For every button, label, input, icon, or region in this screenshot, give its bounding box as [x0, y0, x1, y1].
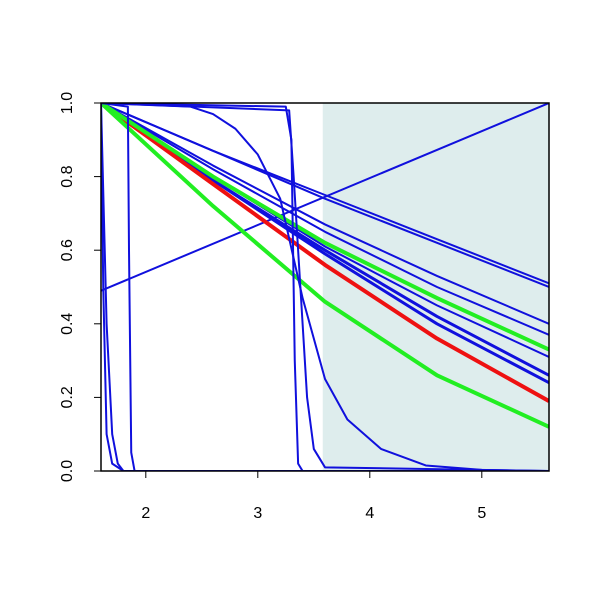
y-tick-label: 0.8	[59, 165, 76, 187]
x-tick-label: 4	[365, 505, 374, 522]
curve	[101, 103, 549, 292]
x-tick-label: 3	[253, 505, 262, 522]
curve	[101, 103, 549, 471]
curve	[101, 103, 549, 471]
plot-frame	[100, 102, 550, 472]
x-tick-label: 2	[141, 505, 150, 522]
curve	[101, 103, 549, 403]
y-tick-label: 0.6	[59, 239, 76, 261]
curve	[101, 103, 549, 471]
x-tick-label: 5	[477, 505, 486, 522]
curve	[101, 103, 549, 471]
curve	[101, 103, 549, 336]
y-tick-label: 0.0	[59, 460, 76, 482]
curve	[101, 103, 549, 288]
curve	[101, 103, 549, 352]
curve	[101, 103, 549, 471]
y-tick-label: 0.2	[59, 386, 76, 408]
y-tick-label: 1.0	[59, 92, 76, 114]
curve	[101, 103, 549, 429]
y-tick-label: 0.4	[59, 313, 76, 335]
curve	[101, 103, 549, 325]
curve	[101, 103, 549, 471]
